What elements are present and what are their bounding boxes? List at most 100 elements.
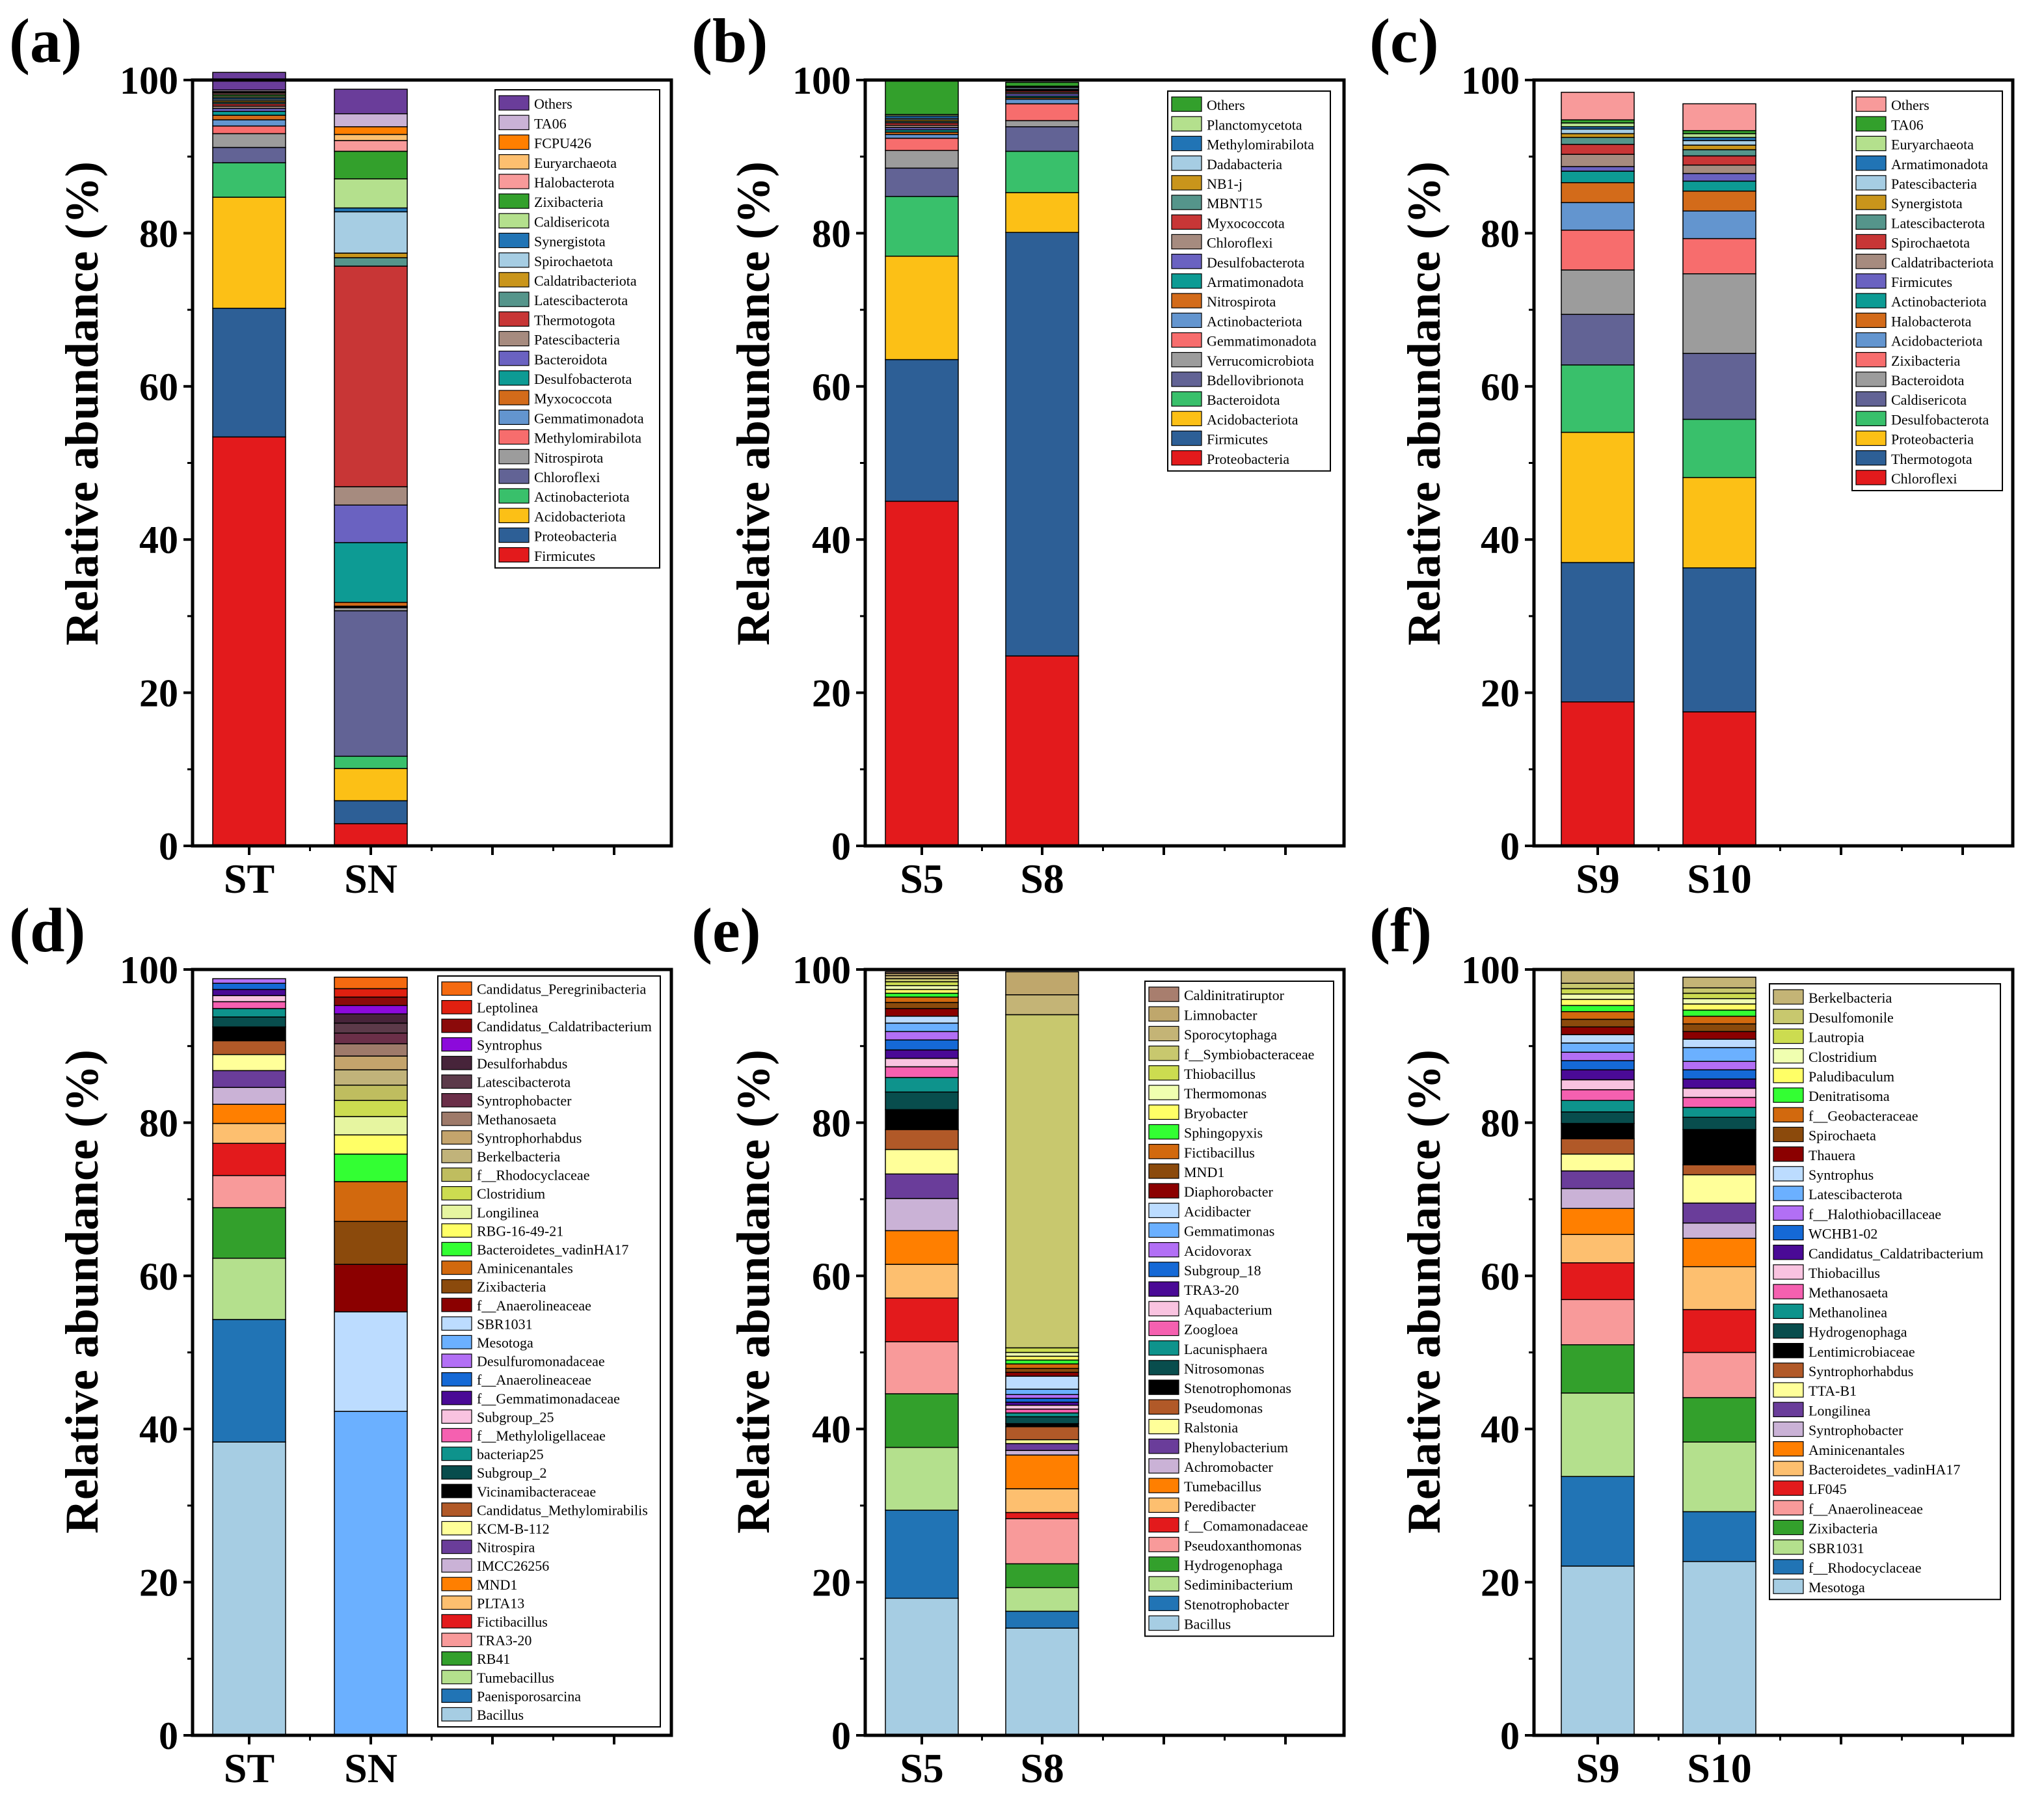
bar-segment (1561, 562, 1635, 703)
legend-swatch (441, 1484, 472, 1498)
bar-segment (334, 1411, 408, 1736)
legend-entry: Candidatus_Caldatribacterium (1809, 1245, 1983, 1262)
legend-entry: f__Comamonadaceae (1184, 1518, 1308, 1534)
legend-swatch (1171, 234, 1202, 250)
x-tick-label: S5 (900, 856, 944, 902)
bar-segment (334, 1055, 408, 1070)
bar-segment (885, 1393, 959, 1448)
legend-swatch (1855, 116, 1887, 131)
bar-segment (1561, 1392, 1635, 1477)
legend-swatch (498, 252, 530, 268)
legend-swatch (441, 1614, 472, 1629)
legend-swatch (441, 1595, 472, 1610)
legend-entry: TTA-B1 (1809, 1383, 1857, 1399)
legend-swatch (441, 981, 472, 996)
bar-segment (885, 1049, 959, 1059)
panel-label: (a) (9, 6, 82, 75)
bar-segment (334, 88, 408, 115)
bar-segment (212, 111, 286, 116)
legend-entry: f__Gemmatimonadaceae (477, 1390, 620, 1407)
legend-swatch (1148, 1025, 1179, 1042)
bar-segment (1682, 997, 1756, 1005)
y-tick-label: 60 (139, 366, 178, 409)
bar-segment (1005, 971, 1079, 996)
legend-swatch (1148, 1556, 1179, 1572)
bar-segment (1005, 1454, 1079, 1489)
y-axis-label: Relative abundance (%) (727, 161, 779, 645)
legend-entry: Stenotrophomonas (1184, 1380, 1291, 1396)
legend-entry: Candidatus_Caldatribacterium (477, 1018, 652, 1035)
bar-segment (1682, 711, 1756, 847)
legend-swatch (1171, 411, 1202, 427)
legend-entry: KCM-B-112 (477, 1521, 550, 1537)
y-tick-label: 0 (831, 1715, 851, 1757)
legend-swatch (1148, 1379, 1179, 1395)
legend-entry: Firmicutes (1891, 274, 1952, 290)
y-tick-label: 80 (139, 212, 178, 255)
legend-swatch (1171, 195, 1202, 210)
bar-segment (1561, 1034, 1635, 1044)
legend-entry: Halobacterota (1891, 313, 1972, 329)
legend-entry: Hydrogenophaga (1184, 1557, 1283, 1573)
legend-entry: Hydrogenophaga (1809, 1324, 1907, 1340)
legend-swatch (1773, 1303, 1804, 1319)
bar-segment (334, 257, 408, 267)
y-tick-label: 100 (792, 59, 851, 102)
legend-entry: Methylomirabilota (534, 430, 641, 446)
legend-entry: Lautropia (1809, 1029, 1864, 1046)
legend-swatch (1171, 175, 1202, 191)
y-tick-label: 100 (1461, 59, 1520, 102)
legend-swatch (1773, 1539, 1804, 1555)
bar-segment (212, 307, 286, 438)
bar-segment (334, 207, 408, 213)
legend-entry: Lacunisphaera (1184, 1341, 1267, 1357)
bar-segment (1682, 103, 1756, 131)
legend-entry: Ralstonia (1184, 1420, 1238, 1436)
bar-segment (1561, 1100, 1635, 1113)
legend-swatch (441, 1223, 472, 1238)
bar-segment (334, 1134, 408, 1155)
bar-segment (212, 1143, 286, 1176)
y-tick-label: 80 (812, 1102, 851, 1145)
legend-swatch (1148, 1615, 1179, 1631)
legend-entry: Chloroflexi (534, 469, 600, 485)
legend-entry: Caldatribacteriota (1891, 254, 1994, 271)
legend-entry: MBNT15 (1207, 195, 1263, 211)
legend-swatch (441, 1539, 472, 1554)
bar-segment (212, 1319, 286, 1443)
legend-swatch (441, 1502, 472, 1517)
legend-entry: Lentimicrobiaceae (1809, 1344, 1915, 1360)
bar-segment (885, 1198, 959, 1232)
legend-swatch (1855, 234, 1887, 250)
bar-segment (1005, 1347, 1079, 1353)
legend-swatch (1171, 351, 1202, 368)
legend-entry: Acidobacteriota (534, 508, 626, 524)
bar-segment (1561, 1018, 1635, 1028)
bar-segment (212, 995, 286, 1003)
bar-segment (1005, 150, 1079, 193)
bar-segment (212, 1040, 286, 1055)
legend-entry: Gemmatimonadota (534, 410, 644, 426)
legend-box (437, 975, 661, 1728)
bar-segment (885, 984, 959, 990)
legend-entry: Bacillus (477, 1707, 524, 1723)
bar-segment (212, 1441, 286, 1736)
x-tick-label: S9 (1576, 856, 1620, 902)
legend-entry: Phenylobacterium (1184, 1439, 1288, 1456)
bar-segment (1682, 1174, 1756, 1204)
legend-swatch (1773, 1205, 1804, 1221)
bar-segment (334, 1153, 408, 1182)
legend-entry: Patescibacteria (1891, 176, 1977, 192)
legend-entry: NB1-j (1207, 176, 1243, 192)
bar-segment (1005, 81, 1079, 87)
legend-entry: Bacteroidota (1891, 372, 1965, 388)
bar-segment (1682, 140, 1756, 146)
legend-entry: Myxococcota (1207, 215, 1285, 231)
legend: Candidatus_Peregrinibacteria Leptolinea Ca… (437, 975, 661, 1728)
legend-swatch (1773, 1362, 1804, 1378)
bar-segment (1005, 1627, 1079, 1736)
legend-entry: f__Rhodocyclaceae (1809, 1560, 1921, 1576)
bar-segment (334, 1264, 408, 1312)
legend-swatch (441, 1651, 472, 1666)
legend-entry: Leptolinea (477, 999, 538, 1016)
